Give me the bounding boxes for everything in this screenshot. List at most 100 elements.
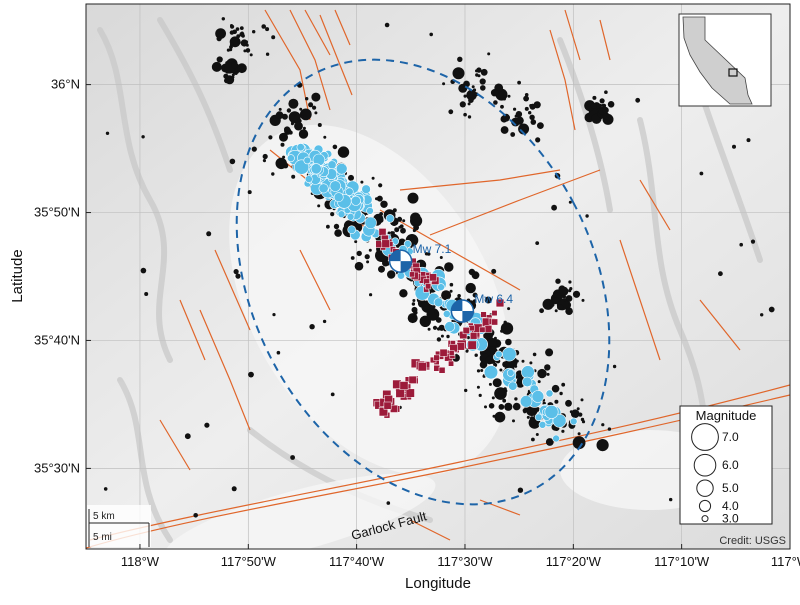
quake-black: [354, 261, 364, 271]
quake-black: [502, 97, 506, 101]
quake-black: [468, 268, 476, 276]
y-tick-label: 35°50'N: [34, 205, 80, 220]
quake-blue: [569, 417, 578, 426]
quake-black: [477, 74, 481, 78]
quake-black: [466, 89, 477, 101]
quake-black: [229, 30, 235, 35]
quake-black: [485, 356, 494, 365]
quake-black: [245, 43, 249, 47]
quake-black: [330, 212, 335, 217]
quake-black: [472, 88, 477, 92]
quake-black: [465, 349, 469, 353]
quake-black: [390, 231, 394, 235]
quake-black: [515, 111, 523, 118]
quake-black: [432, 325, 438, 330]
quake-black: [239, 26, 244, 30]
quake-black: [435, 317, 442, 323]
quake-black: [592, 95, 597, 100]
quake-black: [551, 204, 557, 211]
quake-blue: [335, 163, 348, 175]
quake-black: [248, 371, 254, 378]
quake-blue: [483, 365, 499, 380]
quake-black: [569, 410, 573, 414]
quake-blue: [545, 389, 554, 398]
quake-black: [484, 405, 487, 409]
quake-black: [291, 120, 295, 125]
quake-red: [439, 348, 448, 357]
quake-black: [457, 56, 463, 62]
quake-black: [537, 380, 541, 384]
quake-black: [386, 262, 390, 266]
quake-black: [413, 310, 418, 315]
quake-blue: [329, 180, 341, 192]
quake-black: [491, 396, 495, 400]
quake-blue: [346, 213, 355, 221]
quake-black: [206, 231, 212, 237]
quake-blue: [444, 321, 456, 332]
beachball-mw-7.1: [388, 249, 413, 273]
quake-blue: [544, 404, 559, 419]
quake-black: [498, 388, 506, 396]
quake-black: [718, 271, 723, 277]
quake-black: [502, 398, 507, 403]
quake-black: [605, 116, 609, 120]
quake-black: [271, 35, 276, 40]
quake-black: [530, 119, 537, 125]
quake-black: [572, 290, 581, 298]
quake-black: [576, 407, 580, 411]
quake-black: [265, 52, 270, 56]
quake-red: [399, 381, 409, 390]
quake-black: [243, 49, 247, 53]
quake-black: [561, 382, 566, 387]
quake-black: [407, 192, 419, 204]
quake-black: [141, 135, 145, 139]
quake-black: [424, 252, 429, 256]
quake-black: [480, 85, 486, 91]
quake-black: [512, 419, 515, 423]
quake-black: [294, 121, 303, 131]
quake-black: [512, 402, 521, 411]
quake-black: [261, 24, 267, 29]
quake-black: [223, 73, 229, 79]
quake-black: [262, 153, 268, 160]
quake-black: [235, 273, 241, 279]
quake-black: [554, 309, 558, 313]
quake-black: [542, 298, 554, 310]
quake-black: [459, 101, 466, 108]
legend-label: 7.0: [722, 430, 739, 444]
quake-black: [360, 180, 364, 184]
quake-black: [308, 102, 314, 108]
quake-black: [568, 289, 572, 293]
quake-black: [290, 455, 295, 460]
garlock-fault: [86, 394, 790, 549]
legend-label: 4.0: [722, 499, 739, 513]
quake-black: [288, 98, 299, 109]
quake-blue: [442, 309, 451, 318]
locator-inset: [678, 13, 772, 107]
x-tick-label: 117°30'W: [437, 554, 493, 569]
quake-black: [746, 138, 751, 143]
quake-black: [510, 132, 516, 137]
quake-black: [458, 69, 462, 73]
quake-black: [229, 158, 236, 165]
quake-black: [612, 364, 617, 369]
quake-black: [559, 391, 563, 396]
quake-black: [488, 382, 492, 386]
quake-black: [369, 293, 373, 297]
quake-black: [262, 159, 266, 163]
legend-title: Magnitude: [696, 408, 757, 423]
quake-black: [478, 393, 482, 397]
quake-black: [552, 297, 560, 305]
quake-black: [105, 131, 110, 135]
quake-black: [529, 361, 533, 365]
quake-black: [449, 289, 453, 293]
quake-blue: [385, 214, 395, 223]
quake-black: [399, 224, 404, 229]
quake-black: [226, 48, 230, 52]
quake-red: [425, 283, 432, 290]
quake-red: [381, 239, 390, 248]
quake-black: [464, 388, 468, 393]
quake-black: [221, 17, 225, 21]
quake-black: [322, 319, 327, 324]
